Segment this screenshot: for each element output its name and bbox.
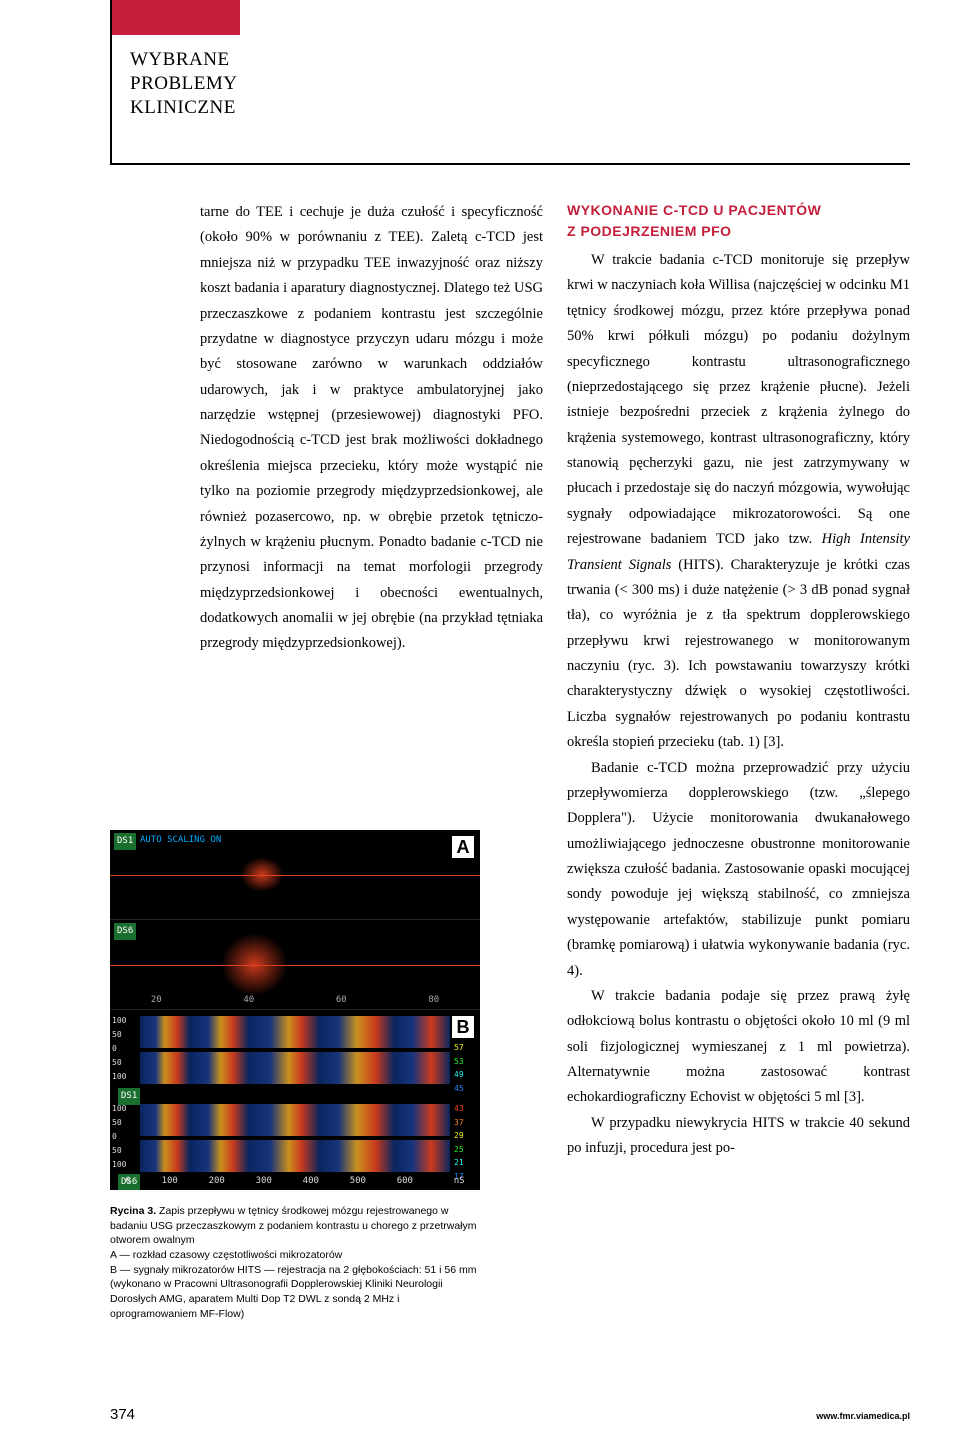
y-axis-left: 100 50 0 50 100 bbox=[112, 1102, 138, 1172]
waveform-panel: DS1 AUTO SCALING ON bbox=[110, 830, 480, 920]
body-paragraph: Badanie c-TCD można przeprowadzić przy u… bbox=[567, 756, 910, 984]
heading-line: Z PODEJRZENIEM PFO bbox=[567, 223, 732, 239]
figure-caption: Rycina 3. Zapis przepływu w tętnicy środ… bbox=[110, 1204, 480, 1322]
figure-block: DS1 AUTO SCALING ON DS6 20 40 60 80 100 … bbox=[110, 830, 480, 1322]
spectrogram-row bbox=[140, 1016, 450, 1048]
channel-label: DS1 bbox=[114, 833, 136, 850]
section-header-line: WYBRANE bbox=[130, 48, 237, 72]
spectrogram-row bbox=[140, 1052, 450, 1084]
body-paragraph: tarne do TEE i cechuje je duża czułość i… bbox=[200, 200, 543, 657]
time-axis-bottom: 0 100 200 300 400 500 600 nS bbox=[110, 1174, 480, 1188]
header-red-bar bbox=[110, 0, 240, 35]
body-paragraph: W trakcie badania podaje się przez prawą… bbox=[567, 984, 910, 1111]
corner-rule-vertical bbox=[110, 0, 112, 165]
section-header-line: KLINICZNE bbox=[130, 96, 237, 120]
figure-image: DS1 AUTO SCALING ON DS6 20 40 60 80 100 … bbox=[110, 830, 480, 1190]
section-header-line: PROBLEMY bbox=[130, 72, 237, 96]
body-paragraph: W trakcie badania c-TCD monitoruje się p… bbox=[567, 248, 910, 756]
page-footer: 374 www.fmr.viamedica.pl bbox=[110, 1402, 910, 1428]
section-header: WYBRANE PROBLEMY KLINICZNE bbox=[130, 48, 237, 119]
waveform-panel: DS6 20 40 60 80 bbox=[110, 920, 480, 1010]
time-axis-top: 20 40 60 80 bbox=[110, 993, 480, 1007]
channel-label: DS6 bbox=[114, 923, 136, 940]
page-number: 374 bbox=[110, 1402, 135, 1428]
spectrogram-row bbox=[140, 1140, 450, 1172]
waveform-baseline bbox=[110, 875, 480, 876]
corner-rule-horizontal bbox=[110, 163, 910, 165]
caption-text: Zapis przepływu w tętnicy środkowej mózg… bbox=[110, 1205, 477, 1320]
spectrogram-row bbox=[140, 1104, 450, 1136]
footer-url: www.fmr.viamedica.pl bbox=[816, 1409, 910, 1424]
panel-label-b: B bbox=[452, 1016, 474, 1038]
caption-label: Rycina 3. bbox=[110, 1205, 156, 1217]
autoscale-label: AUTO SCALING ON bbox=[140, 833, 221, 848]
right-column: WYKONANIE C-TCD U PACJENTÓW Z PODEJRZENI… bbox=[567, 200, 910, 1162]
spectrogram-area: 100 50 0 50 100 73 63 57 53 49 45 DS1 10… bbox=[110, 1010, 480, 1190]
body-paragraph: W przypadku niewykrycia HITS w trakcie 4… bbox=[567, 1111, 910, 1162]
waveform-burst bbox=[240, 857, 284, 893]
y-axis-left: 100 50 0 50 100 bbox=[112, 1014, 138, 1084]
heading-line: WYKONANIE C-TCD U PACJENTÓW bbox=[567, 202, 821, 218]
panel-label-a: A bbox=[452, 836, 474, 858]
color-scale-right: 43 37 29 25 21 17 bbox=[454, 1102, 478, 1172]
waveform-burst bbox=[221, 933, 288, 995]
subsection-heading: WYKONANIE C-TCD U PACJENTÓW Z PODEJRZENI… bbox=[567, 200, 910, 242]
waveform-baseline bbox=[110, 965, 480, 966]
